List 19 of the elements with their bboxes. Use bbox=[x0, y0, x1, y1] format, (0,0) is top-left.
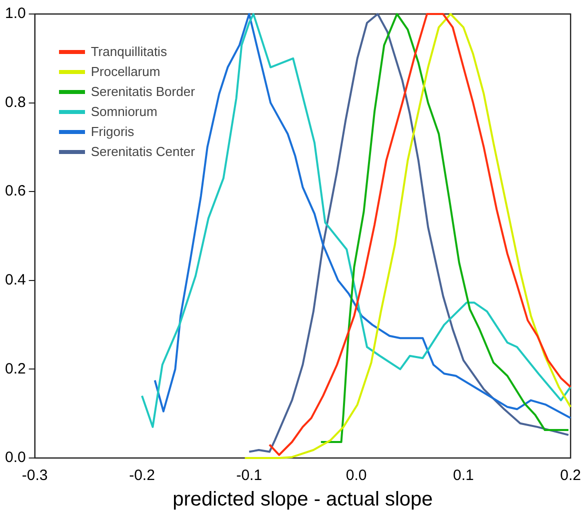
y-tick-label: 0.0 bbox=[4, 449, 26, 466]
legend-label: Serenitatis Border bbox=[90, 83, 195, 101]
x-tick-label: -0.3 bbox=[22, 467, 48, 484]
y-tick-label: 0.2 bbox=[4, 360, 26, 378]
y-tick-label: 0.8 bbox=[4, 94, 26, 111]
y-tick-label: 0.6 bbox=[4, 182, 26, 200]
legend-label: Frigoris bbox=[90, 123, 134, 141]
x-tick-label: 0.0 bbox=[346, 467, 367, 484]
y-tick-label: 0.4 bbox=[4, 272, 26, 289]
y-tick-label: 1.0 bbox=[4, 5, 26, 22]
legend-label: Procellarum bbox=[90, 63, 160, 81]
x-tick-label: 0.2 bbox=[560, 467, 582, 484]
x-tick-label: -0.1 bbox=[236, 467, 262, 484]
legend-label: Tranquillitatis bbox=[90, 43, 167, 61]
x-tick-label: -0.2 bbox=[129, 467, 155, 484]
x-tick-label: 0.1 bbox=[453, 467, 474, 484]
legend-label: Somniorum bbox=[90, 103, 158, 121]
legend-label: Serenitatis Center bbox=[90, 143, 195, 161]
x-axis-title: predicted slope - actual slope bbox=[172, 488, 433, 511]
